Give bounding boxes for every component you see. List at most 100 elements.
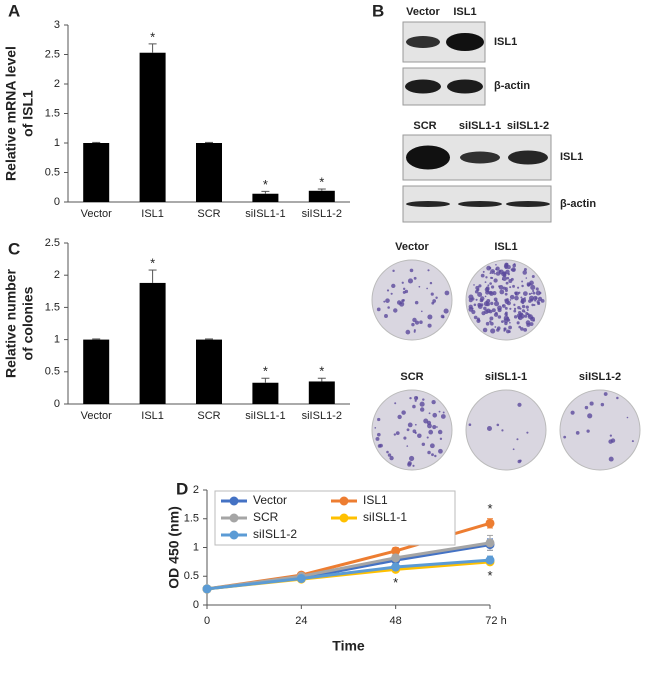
x-tick-label: 24 xyxy=(295,615,307,627)
point xyxy=(202,584,212,594)
colony xyxy=(501,271,507,277)
colony xyxy=(505,281,509,285)
colony xyxy=(415,396,418,399)
x-tick-label: 72 h xyxy=(485,615,506,627)
significance: * xyxy=(319,364,324,379)
legend-marker xyxy=(229,513,239,523)
legend-marker xyxy=(229,496,239,506)
colony xyxy=(429,443,435,449)
colony xyxy=(477,292,483,298)
y-tick-label: 1 xyxy=(54,137,60,149)
colony xyxy=(429,281,433,285)
colony xyxy=(430,292,434,296)
bar xyxy=(139,52,166,203)
colony xyxy=(519,307,522,310)
colony xyxy=(535,290,541,296)
y-tick-label: 2.5 xyxy=(45,237,60,249)
colony xyxy=(406,445,409,447)
colony xyxy=(386,289,390,292)
x-tick-label: ISL1 xyxy=(141,410,164,422)
colony xyxy=(411,322,415,327)
significance: * xyxy=(487,568,492,583)
legend-marker xyxy=(339,496,349,506)
colony xyxy=(495,263,497,266)
colony xyxy=(514,295,519,301)
colony xyxy=(570,410,575,415)
colony xyxy=(514,291,520,296)
colony xyxy=(491,308,496,313)
colony xyxy=(489,316,494,321)
colony xyxy=(390,292,393,295)
colony xyxy=(417,433,422,439)
colony xyxy=(525,305,529,309)
colony xyxy=(501,429,504,432)
colony xyxy=(511,267,516,273)
colony xyxy=(584,405,589,410)
colony xyxy=(526,313,529,316)
blot-band xyxy=(406,201,450,207)
colony xyxy=(522,291,528,296)
blot-band xyxy=(406,36,440,48)
colony xyxy=(589,401,594,406)
colony xyxy=(493,278,498,283)
bar xyxy=(308,381,335,404)
colony xyxy=(443,308,449,314)
row-label: β-actin xyxy=(494,80,530,92)
row-label: ISL1 xyxy=(494,36,517,48)
colony xyxy=(526,431,529,434)
colony xyxy=(513,309,517,313)
colony xyxy=(516,313,521,318)
colony xyxy=(396,300,402,305)
colony xyxy=(497,308,502,313)
colony xyxy=(587,413,593,419)
colony xyxy=(503,328,506,331)
y-tick-label: 0.5 xyxy=(184,570,199,582)
colony xyxy=(490,269,496,275)
colony xyxy=(473,284,475,286)
colony xyxy=(509,321,511,324)
colony xyxy=(513,315,518,319)
colony xyxy=(374,427,377,429)
x-tick-label: siISL1-1 xyxy=(245,208,285,220)
colony xyxy=(431,453,434,457)
colony xyxy=(502,304,504,307)
point xyxy=(391,546,401,556)
colony xyxy=(487,284,490,287)
colony xyxy=(609,434,612,437)
colony xyxy=(421,442,426,447)
colony xyxy=(401,281,404,284)
row-label: β-actin xyxy=(560,198,596,210)
colony xyxy=(497,326,501,330)
colony xyxy=(376,307,381,312)
colony xyxy=(493,301,500,307)
colony xyxy=(490,328,496,334)
colony xyxy=(432,424,437,430)
error-bar xyxy=(261,377,270,383)
plate xyxy=(371,259,453,341)
colony xyxy=(528,292,531,296)
row-label: ISL1 xyxy=(560,151,583,163)
colony xyxy=(406,428,410,432)
colony xyxy=(490,321,494,326)
panel-label: C xyxy=(8,239,20,258)
colony xyxy=(534,297,538,300)
colony xyxy=(517,402,522,407)
colony xyxy=(494,326,497,328)
colony xyxy=(521,280,524,283)
colony xyxy=(512,284,515,288)
colony xyxy=(608,439,613,444)
point xyxy=(485,555,495,565)
colony xyxy=(412,404,416,409)
x-tick-label: siISL1-2 xyxy=(302,208,342,220)
colony xyxy=(490,276,493,280)
colony xyxy=(419,401,425,407)
colony xyxy=(506,276,510,280)
error-bar xyxy=(205,141,213,143)
plate-label: siISL1-2 xyxy=(579,371,621,383)
colony xyxy=(486,426,492,432)
series-line xyxy=(206,558,491,591)
colony xyxy=(575,431,580,435)
panel-label: B xyxy=(372,1,384,20)
colony xyxy=(499,289,505,295)
colony xyxy=(520,296,523,299)
